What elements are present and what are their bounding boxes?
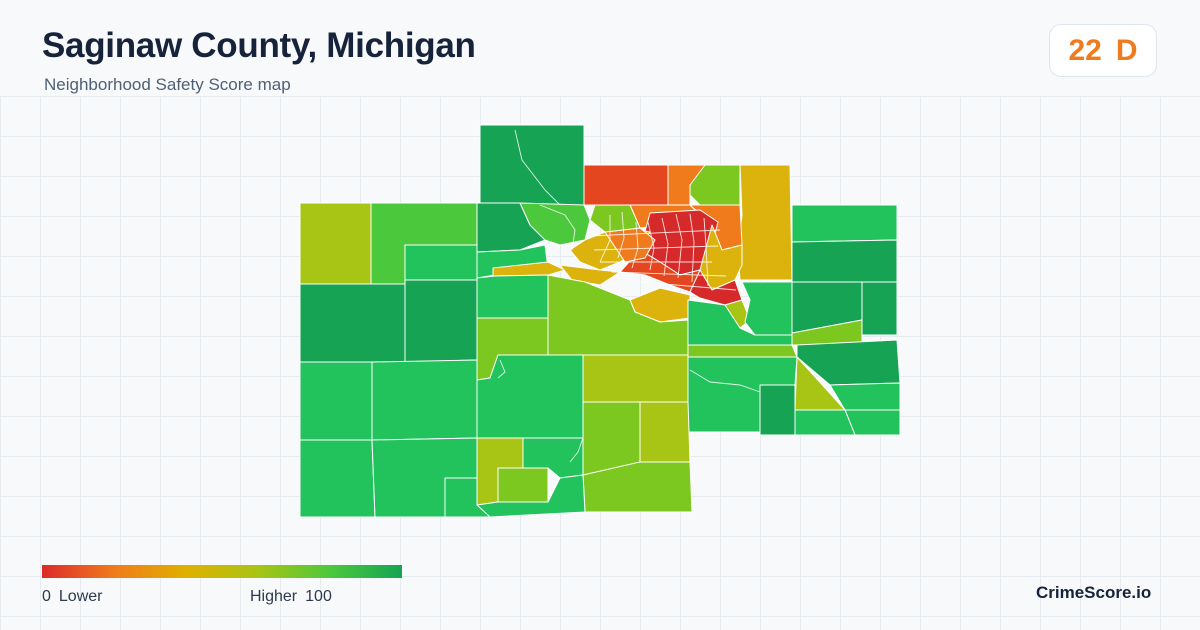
map-boundary-line: [593, 245, 719, 251]
map-boundary-line: [589, 229, 721, 237]
map-region: [861, 281, 898, 336]
header: Saginaw County, Michigan Neighborhood Sa…: [0, 0, 1200, 96]
map-region: [589, 204, 641, 233]
map-region: [404, 279, 478, 363]
map-region: [791, 239, 898, 283]
map-region: [476, 274, 549, 319]
legend-gradient-bar: [42, 565, 402, 578]
map-region: [299, 439, 376, 518]
map-region: [476, 474, 586, 518]
score-badge: 22 D: [1049, 24, 1157, 77]
map-boundary-line: [599, 215, 611, 263]
map-boundary-line: [539, 204, 576, 251]
legend-low-label: 0 Lower: [42, 588, 102, 606]
map-boundary-line: [497, 359, 506, 379]
legend-min-text: Lower: [58, 588, 103, 605]
map-boundary-line: [675, 213, 683, 279]
map-boundary-line: [689, 369, 761, 393]
map-region: [519, 202, 591, 246]
page-subtitle: Neighborhood Safety Score map: [44, 75, 291, 94]
map-boundary-line: [611, 271, 727, 277]
legend-min-value: 0: [42, 588, 51, 605]
map-region: [639, 401, 691, 463]
map-boundary-line: [514, 129, 561, 206]
map-region: [404, 244, 478, 281]
map-boundary-line: [689, 213, 695, 283]
score-grade: D: [1115, 33, 1138, 67]
brand-logo-text[interactable]: CrimeScore.io: [1036, 583, 1152, 602]
map-region: [794, 409, 856, 436]
map-region: [583, 164, 669, 206]
score-value: 22: [1068, 33, 1102, 67]
map-region: [582, 354, 689, 403]
map-region: [759, 384, 796, 436]
map-region: [737, 164, 793, 281]
map-boundary-line: [661, 217, 669, 277]
legend-max-value: 100: [305, 588, 332, 605]
legend-high-label: Higher 100: [250, 588, 332, 606]
map-boundary-line: [639, 281, 737, 291]
map-region: [299, 361, 373, 441]
page-title: Saginaw County, Michigan: [42, 26, 476, 65]
map-region: [371, 359, 478, 441]
map-boundary-line: [631, 221, 639, 269]
map-region: [687, 344, 798, 358]
map-boundary-line: [617, 211, 625, 259]
map-boundary-line: [569, 437, 584, 463]
map-region: [299, 283, 406, 363]
map-region: [791, 204, 898, 243]
map-region: [497, 467, 549, 503]
map-region: [741, 281, 793, 336]
map-region: [299, 202, 372, 285]
map-region: [492, 261, 566, 277]
legend-max-text: Higher: [250, 588, 298, 605]
